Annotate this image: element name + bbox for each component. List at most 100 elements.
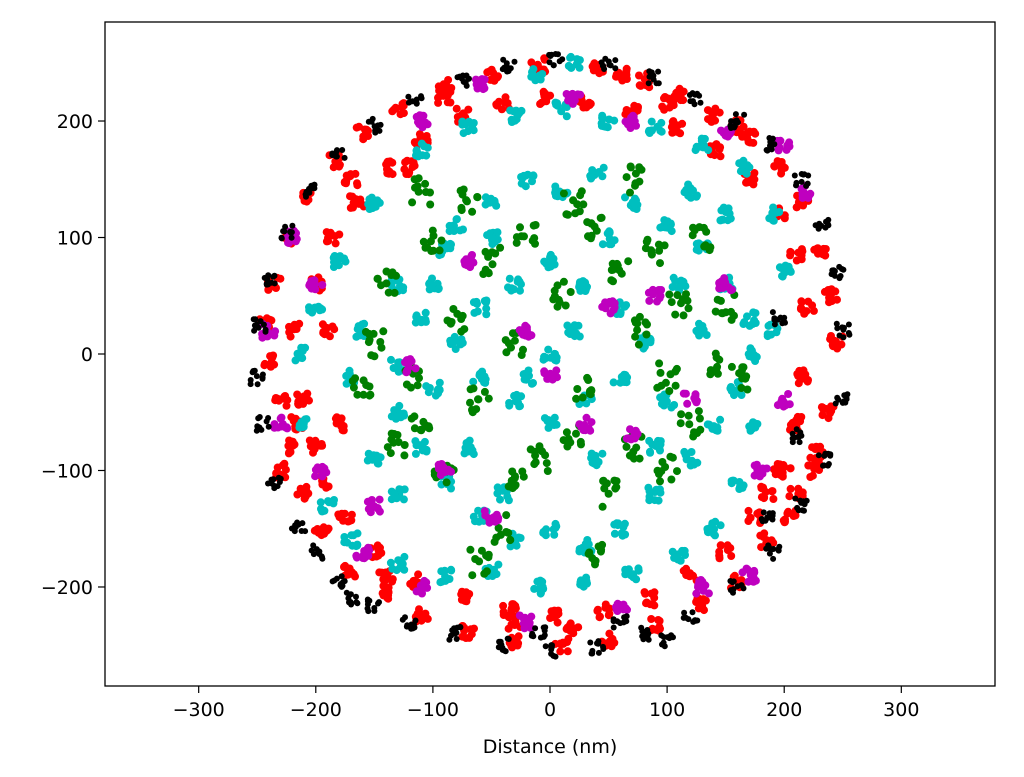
point-marker — [588, 554, 597, 563]
point-marker — [657, 399, 666, 408]
point-marker — [631, 181, 639, 190]
point-marker — [750, 566, 759, 575]
point-marker — [633, 326, 642, 335]
point-marker — [302, 486, 311, 495]
data-point — [530, 576, 548, 598]
point-marker — [276, 274, 285, 283]
point-marker — [486, 516, 495, 525]
point-marker — [482, 567, 491, 576]
point-marker — [364, 338, 373, 347]
data-point — [466, 384, 493, 417]
data-point — [598, 297, 619, 318]
data-point — [598, 55, 619, 72]
point-marker — [289, 222, 296, 229]
point-marker — [452, 104, 461, 113]
point-marker — [694, 407, 703, 416]
point-marker — [804, 461, 813, 470]
point-marker — [572, 429, 580, 438]
point-marker — [414, 174, 423, 183]
point-marker — [527, 612, 536, 621]
point-marker — [655, 359, 664, 368]
data-point — [775, 261, 795, 281]
point-marker — [383, 443, 392, 452]
data-point — [789, 426, 805, 446]
point-marker — [612, 483, 621, 492]
point-marker — [508, 467, 517, 476]
data-point — [812, 216, 832, 232]
data-point — [792, 495, 810, 514]
data-point — [505, 390, 526, 411]
point-marker — [716, 296, 725, 305]
point-marker — [836, 275, 843, 282]
point-marker — [552, 522, 561, 531]
data-point — [691, 134, 713, 155]
point-marker — [271, 327, 280, 336]
point-marker — [521, 321, 530, 330]
point-marker — [764, 321, 773, 330]
point-marker — [622, 64, 631, 73]
point-marker — [504, 482, 513, 491]
data-point — [597, 111, 619, 132]
point-marker — [655, 246, 664, 255]
point-marker — [575, 547, 584, 556]
point-marker — [457, 327, 466, 336]
point-marker — [821, 462, 827, 469]
point-marker — [598, 449, 607, 458]
point-marker — [540, 352, 549, 361]
point-marker — [451, 345, 460, 353]
point-marker — [469, 298, 478, 307]
point-marker — [284, 449, 293, 458]
point-marker — [348, 377, 357, 385]
point-marker — [643, 320, 651, 329]
data-point — [316, 496, 338, 516]
data-point — [270, 413, 292, 433]
data-point — [688, 223, 715, 255]
point-marker — [407, 357, 416, 366]
point-marker — [364, 449, 373, 458]
point-marker — [738, 483, 747, 492]
data-point — [770, 157, 789, 178]
point-marker — [541, 89, 550, 98]
data-point — [469, 296, 491, 319]
point-marker — [458, 338, 467, 347]
point-marker — [294, 400, 303, 409]
point-marker — [813, 244, 822, 253]
point-marker — [690, 460, 699, 469]
point-marker — [735, 159, 744, 168]
point-marker — [533, 577, 542, 586]
data-point — [445, 215, 467, 236]
point-marker — [285, 322, 293, 331]
data-point — [686, 90, 704, 108]
point-marker — [701, 241, 710, 250]
point-marker — [480, 507, 489, 516]
point-marker — [626, 188, 634, 197]
point-marker — [396, 281, 404, 290]
point-marker — [703, 525, 712, 533]
point-marker — [501, 647, 508, 654]
point-marker — [535, 72, 544, 81]
point-marker — [520, 232, 528, 241]
point-marker — [311, 185, 318, 192]
point-marker — [412, 146, 421, 155]
point-marker — [474, 395, 482, 404]
point-marker — [471, 555, 480, 563]
point-marker — [340, 533, 349, 541]
point-marker — [587, 639, 594, 646]
data-point — [539, 345, 561, 365]
point-marker — [512, 541, 521, 550]
y-tick-label: −100 — [41, 460, 93, 482]
point-marker — [335, 513, 344, 522]
point-marker — [552, 51, 559, 57]
point-marker — [735, 369, 744, 378]
point-marker — [657, 118, 666, 127]
data-point — [621, 111, 640, 132]
point-marker — [607, 276, 616, 285]
point-marker — [426, 200, 435, 209]
point-marker — [425, 285, 434, 294]
point-marker — [759, 483, 768, 492]
point-marker — [729, 476, 738, 485]
point-marker — [461, 120, 470, 129]
data-point — [656, 390, 679, 412]
point-marker — [785, 400, 794, 409]
point-marker — [338, 426, 347, 435]
